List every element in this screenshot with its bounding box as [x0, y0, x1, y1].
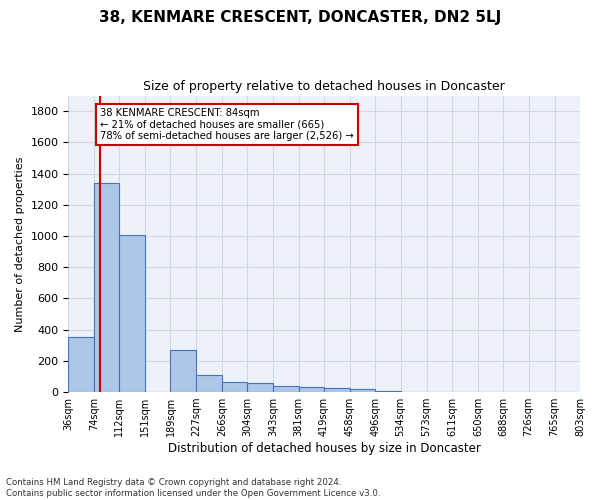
Title: Size of property relative to detached houses in Doncaster: Size of property relative to detached ho… [143, 80, 505, 93]
Bar [247, 384, 273, 392]
Bar [222, 382, 247, 392]
Bar [68, 338, 94, 392]
Bar [350, 389, 375, 392]
Y-axis label: Number of detached properties: Number of detached properties [15, 156, 25, 332]
Bar [94, 183, 119, 392]
Text: Contains HM Land Registry data © Crown copyright and database right 2024.
Contai: Contains HM Land Registry data © Crown c… [6, 478, 380, 498]
X-axis label: Distribution of detached houses by size in Doncaster: Distribution of detached houses by size … [168, 442, 481, 455]
Bar [119, 235, 145, 392]
Text: 38, KENMARE CRESCENT, DONCASTER, DN2 5LJ: 38, KENMARE CRESCENT, DONCASTER, DN2 5LJ [99, 10, 501, 25]
Bar [196, 375, 222, 392]
Text: 38 KENMARE CRESCENT: 84sqm
← 21% of detached houses are smaller (665)
78% of sem: 38 KENMARE CRESCENT: 84sqm ← 21% of deta… [100, 108, 354, 141]
Bar [170, 350, 196, 392]
Bar [273, 386, 299, 392]
Bar [299, 388, 324, 392]
Bar [324, 388, 350, 392]
